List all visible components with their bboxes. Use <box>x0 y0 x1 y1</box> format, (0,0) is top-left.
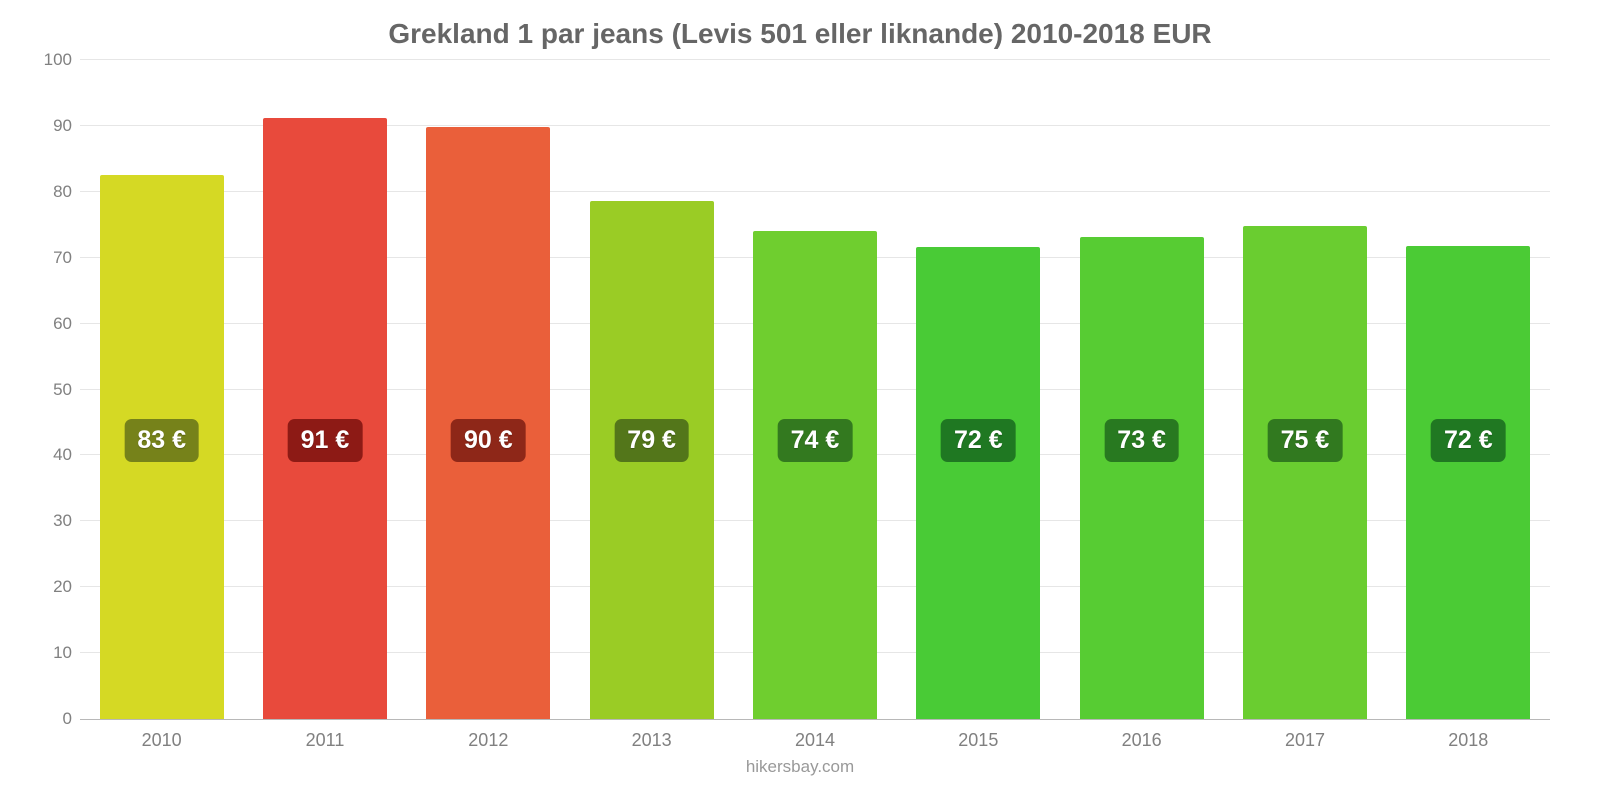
bar-slot: 83 € <box>80 60 243 719</box>
x-tick-label: 2011 <box>243 730 406 751</box>
bar-slot: 74 € <box>733 60 896 719</box>
y-tick-label: 80 <box>53 182 72 202</box>
y-tick-label: 60 <box>53 314 72 334</box>
value-label: 72 € <box>1431 419 1506 462</box>
bar-chart: Grekland 1 par jeans (Levis 501 eller li… <box>0 0 1600 800</box>
x-tick-label: 2018 <box>1387 730 1550 751</box>
bar-slot: 91 € <box>243 60 406 719</box>
value-label: 79 € <box>614 419 689 462</box>
value-label: 73 € <box>1104 419 1179 462</box>
chart-title: Grekland 1 par jeans (Levis 501 eller li… <box>30 18 1570 50</box>
y-tick-label: 90 <box>53 116 72 136</box>
x-axis-labels: 201020112012201320142015201620172018 <box>80 730 1550 751</box>
x-tick-label: 2017 <box>1223 730 1386 751</box>
y-tick-label: 40 <box>53 445 72 465</box>
value-label: 74 € <box>778 419 853 462</box>
y-tick-label: 70 <box>53 248 72 268</box>
bar <box>753 231 877 719</box>
bar-slot: 72 € <box>897 60 1060 719</box>
y-tick-label: 100 <box>44 50 72 70</box>
bar <box>1243 226 1367 719</box>
bar-slot: 75 € <box>1223 60 1386 719</box>
x-tick-label: 2012 <box>407 730 570 751</box>
value-label: 91 € <box>288 419 363 462</box>
x-tick-label: 2015 <box>897 730 1060 751</box>
value-label: 83 € <box>124 419 199 462</box>
value-label: 90 € <box>451 419 526 462</box>
bars-container: 83 € 91 € 90 € 79 € 74 € 72 € 73 € 75 € 72 € <box>80 60 1550 719</box>
y-tick-label: 30 <box>53 511 72 531</box>
value-label: 72 € <box>941 419 1016 462</box>
x-tick-label: 2013 <box>570 730 733 751</box>
bar-slot: 72 € <box>1387 60 1550 719</box>
y-axis: 0102030405060708090100 <box>30 60 80 719</box>
bar <box>1406 246 1530 719</box>
bar-slot: 90 € <box>407 60 570 719</box>
x-tick-label: 2010 <box>80 730 243 751</box>
bar-slot: 79 € <box>570 60 733 719</box>
bar <box>916 247 1040 719</box>
value-label: 75 € <box>1268 419 1343 462</box>
y-tick-label: 20 <box>53 577 72 597</box>
bar <box>1080 237 1204 719</box>
y-tick-label: 0 <box>63 709 72 729</box>
x-tick-label: 2016 <box>1060 730 1223 751</box>
bar-slot: 73 € <box>1060 60 1223 719</box>
source-label: hikersbay.com <box>30 757 1570 777</box>
y-tick-label: 10 <box>53 643 72 663</box>
plot-area: 0102030405060708090100 83 €91 €90 €79 €7… <box>80 60 1550 720</box>
y-tick-label: 50 <box>53 380 72 400</box>
x-tick-label: 2014 <box>733 730 896 751</box>
